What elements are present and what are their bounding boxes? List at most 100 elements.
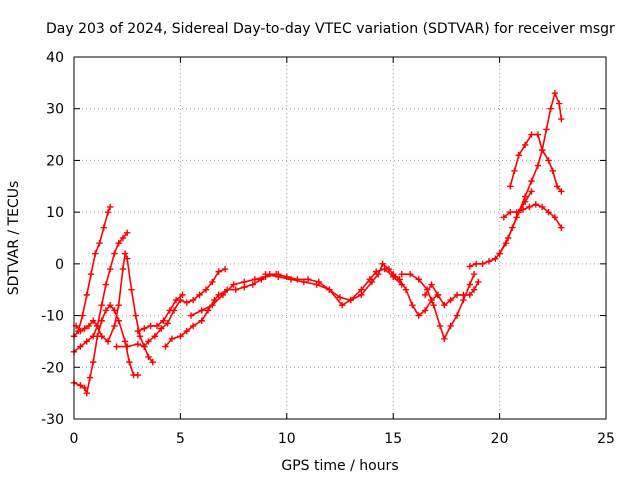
data-point	[528, 188, 535, 195]
series-arc-k	[398, 271, 478, 343]
data-point	[209, 278, 216, 286]
series-line	[400, 273, 475, 340]
data-point	[128, 286, 135, 293]
data-point	[470, 271, 478, 278]
data-point	[179, 291, 186, 299]
x-tick-label: 0	[70, 431, 79, 447]
series-line	[73, 304, 139, 394]
data-point	[428, 281, 435, 288]
data-point	[79, 312, 86, 319]
data-point	[558, 115, 565, 123]
y-tick-label: 0	[55, 257, 64, 273]
series-line	[190, 263, 397, 317]
y-tick-label: 10	[46, 205, 64, 221]
data-point	[134, 327, 142, 335]
x-tick-label: 5	[176, 431, 185, 447]
data-point	[83, 389, 90, 397]
data-point	[479, 260, 486, 268]
data-point	[98, 333, 105, 340]
data-point	[558, 224, 565, 231]
series-line	[503, 203, 563, 229]
data-point	[421, 291, 429, 299]
gridlines	[74, 57, 606, 419]
data-point	[166, 307, 173, 314]
data-point	[106, 265, 114, 273]
data-point	[98, 302, 105, 309]
data-point	[87, 271, 95, 278]
data-point	[145, 353, 152, 361]
data-point	[251, 276, 259, 283]
data-point	[390, 271, 397, 278]
data-point	[513, 208, 520, 216]
chart-title: Day 203 of 2024, Sidereal Day-to-day VTE…	[46, 21, 615, 37]
series-arc-n	[496, 90, 565, 257]
data-point	[126, 358, 133, 366]
series-arc-o	[507, 131, 565, 195]
data-point	[111, 250, 118, 257]
series-layer	[70, 90, 565, 397]
data-point	[115, 317, 122, 324]
data-point	[77, 327, 84, 335]
data-point	[381, 265, 388, 273]
data-point	[558, 188, 565, 195]
series-arc-l	[421, 278, 482, 309]
data-point	[198, 307, 205, 314]
data-point	[121, 250, 129, 257]
y-tick-label: 40	[46, 50, 64, 66]
data-point	[249, 281, 256, 288]
data-point	[149, 358, 156, 366]
data-point	[77, 382, 84, 389]
data-point	[358, 286, 365, 293]
data-point	[472, 260, 480, 268]
data-point	[475, 278, 482, 286]
data-point	[398, 271, 405, 278]
axis-ticks	[73, 56, 607, 420]
data-point	[534, 162, 542, 169]
series-line	[392, 273, 439, 317]
data-point	[304, 276, 312, 283]
data-point	[551, 90, 559, 97]
data-point	[168, 335, 176, 343]
data-point	[204, 307, 212, 314]
data-point	[528, 131, 535, 138]
axis-tick-labels: 0 5 10 15 20 25 -30 -20 -10 0 10 20 30 40	[41, 50, 615, 447]
data-point	[538, 146, 546, 154]
data-point	[519, 206, 527, 213]
data-point	[141, 343, 148, 350]
data-point	[553, 183, 561, 190]
data-point	[453, 291, 461, 299]
data-point	[81, 325, 88, 332]
data-point	[119, 265, 127, 273]
data-point	[230, 281, 237, 288]
data-point	[115, 239, 122, 247]
data-point	[500, 214, 508, 221]
data-point	[534, 131, 542, 138]
y-tick-label: 20	[46, 153, 64, 169]
data-point	[528, 177, 535, 185]
data-point	[407, 271, 414, 278]
data-point	[162, 343, 169, 350]
data-point	[515, 152, 522, 159]
data-point	[447, 296, 454, 304]
series-arc-b	[70, 203, 114, 340]
data-point	[372, 268, 380, 275]
data-point	[555, 100, 563, 107]
data-point	[262, 271, 269, 278]
data-point	[507, 208, 514, 216]
data-point	[121, 338, 129, 345]
data-point	[460, 291, 467, 299]
data-point	[172, 296, 180, 304]
data-point	[521, 141, 529, 149]
data-point	[466, 263, 474, 270]
data-point	[94, 322, 101, 330]
x-axis-label: GPS time / hours	[281, 458, 398, 474]
data-point	[187, 312, 195, 319]
data-point	[124, 343, 131, 350]
series-arc-g	[162, 271, 282, 350]
x-tick-label: 25	[597, 431, 615, 447]
series-arc-h	[187, 260, 399, 319]
data-point	[104, 338, 112, 345]
data-point	[124, 255, 131, 262]
y-axis-label: SDTVAR / TECUs	[6, 181, 22, 296]
y-tick-label: -30	[41, 412, 64, 428]
